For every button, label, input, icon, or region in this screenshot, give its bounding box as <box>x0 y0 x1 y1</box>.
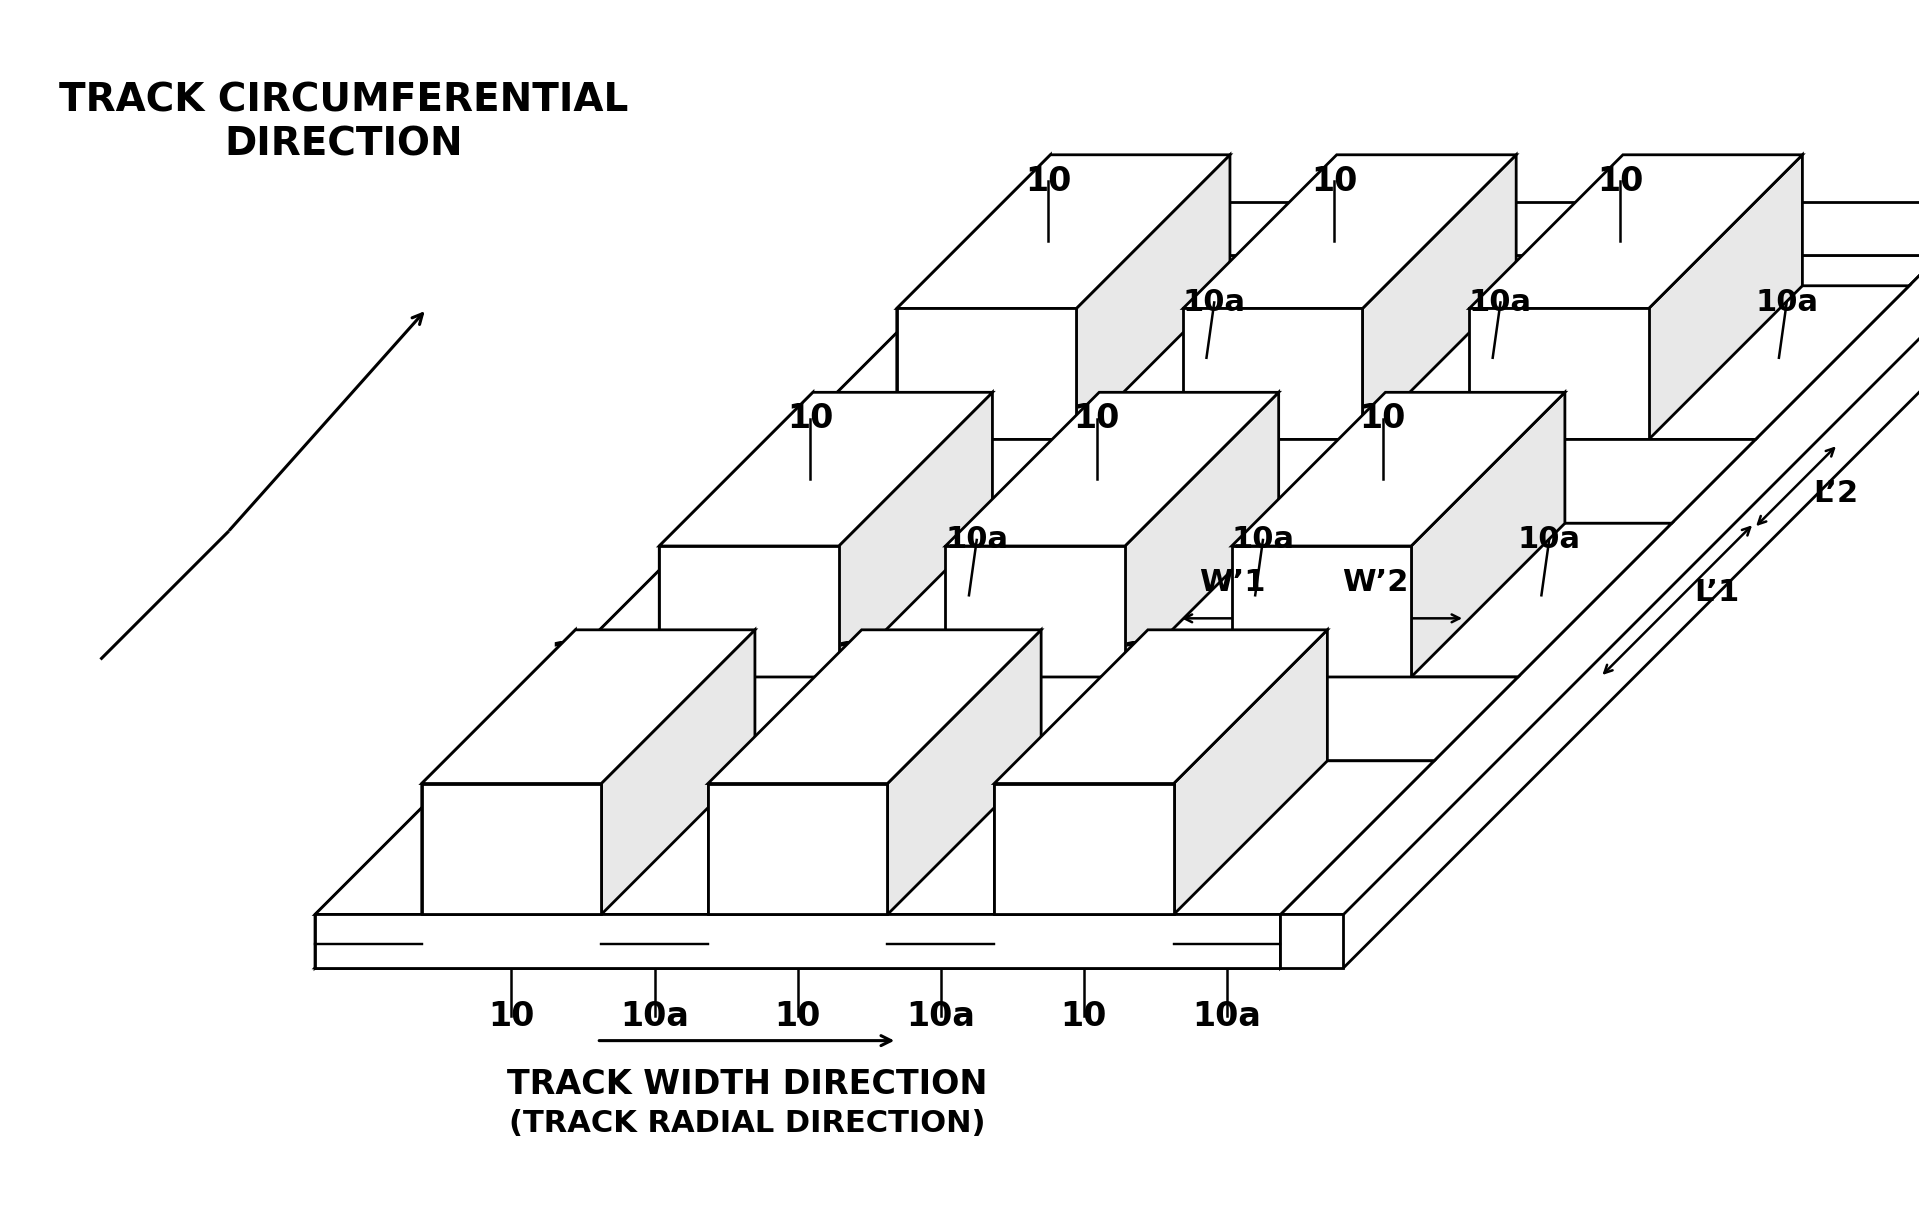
Text: 10: 10 <box>787 403 835 435</box>
Polygon shape <box>469 677 1517 760</box>
Polygon shape <box>1125 392 1279 677</box>
Polygon shape <box>896 155 1050 439</box>
Text: 10a: 10a <box>994 763 1058 792</box>
Text: 10a: 10a <box>1517 526 1581 555</box>
Text: 10: 10 <box>1598 164 1644 197</box>
Text: TRACK WIDTH DIRECTION: TRACK WIDTH DIRECTION <box>506 1068 986 1100</box>
Polygon shape <box>896 308 1077 439</box>
Text: 10a: 10a <box>1183 288 1246 317</box>
Polygon shape <box>708 783 887 914</box>
Polygon shape <box>660 546 838 677</box>
Text: 10a: 10a <box>946 526 1008 555</box>
Polygon shape <box>602 630 756 914</box>
Text: 10: 10 <box>1123 640 1169 672</box>
Polygon shape <box>421 630 756 783</box>
Text: t: t <box>537 832 550 866</box>
Polygon shape <box>1027 202 1923 255</box>
Polygon shape <box>1469 308 1648 439</box>
Text: 10: 10 <box>1360 403 1406 435</box>
Polygon shape <box>552 523 1671 677</box>
Text: 10: 10 <box>1311 164 1358 197</box>
Polygon shape <box>1183 308 1363 439</box>
Polygon shape <box>1281 202 1923 914</box>
Polygon shape <box>1281 255 1923 968</box>
Polygon shape <box>838 392 992 677</box>
Polygon shape <box>708 783 887 914</box>
Polygon shape <box>1281 914 1344 968</box>
Polygon shape <box>887 630 1040 914</box>
Text: TRACK CIRCUMFERENTIAL: TRACK CIRCUMFERENTIAL <box>60 81 629 120</box>
Text: (TRACK RADIAL DIRECTION): (TRACK RADIAL DIRECTION) <box>508 1109 985 1138</box>
Text: 10a: 10a <box>1281 763 1342 792</box>
Text: δ: δ <box>948 918 969 951</box>
Polygon shape <box>1183 155 1515 308</box>
Text: 10: 10 <box>488 1000 535 1032</box>
Text: 10: 10 <box>1061 1000 1108 1032</box>
Polygon shape <box>315 255 1923 968</box>
Polygon shape <box>1233 546 1411 677</box>
Text: L’2: L’2 <box>1813 480 1860 509</box>
Polygon shape <box>1411 392 1565 677</box>
Polygon shape <box>1077 155 1231 439</box>
Polygon shape <box>994 783 1173 914</box>
Text: 10: 10 <box>550 640 596 672</box>
Polygon shape <box>1363 155 1515 439</box>
Polygon shape <box>1469 155 1802 308</box>
Polygon shape <box>790 285 1910 439</box>
Polygon shape <box>896 155 1231 308</box>
Polygon shape <box>315 914 1281 968</box>
Text: W’2: W’2 <box>1342 568 1408 597</box>
Polygon shape <box>708 630 1040 783</box>
Polygon shape <box>421 783 602 914</box>
Polygon shape <box>946 392 1279 546</box>
Polygon shape <box>946 546 1125 677</box>
Polygon shape <box>1233 392 1565 546</box>
Polygon shape <box>315 760 1435 914</box>
Text: 10: 10 <box>1073 403 1119 435</box>
Polygon shape <box>1648 155 1802 439</box>
Text: 10: 10 <box>775 1000 821 1032</box>
Text: W’1: W’1 <box>1198 568 1265 597</box>
Polygon shape <box>994 783 1173 914</box>
Polygon shape <box>660 392 813 677</box>
Polygon shape <box>660 392 992 546</box>
Polygon shape <box>706 439 1756 523</box>
Text: 10a: 10a <box>1192 1000 1261 1032</box>
Polygon shape <box>315 202 1027 968</box>
Text: 10a: 10a <box>906 1000 975 1032</box>
Text: 10a: 10a <box>708 763 771 792</box>
Text: 10: 10 <box>837 640 883 672</box>
Text: 10a: 10a <box>1231 526 1294 555</box>
Text: L’1: L’1 <box>1694 578 1740 607</box>
Polygon shape <box>421 630 575 914</box>
Polygon shape <box>421 783 602 914</box>
Text: 10a: 10a <box>619 1000 688 1032</box>
Polygon shape <box>994 630 1327 783</box>
Text: 10a: 10a <box>1469 288 1533 317</box>
Polygon shape <box>315 914 1281 968</box>
Polygon shape <box>1281 202 1923 968</box>
Polygon shape <box>1173 630 1327 914</box>
Text: DIRECTION: DIRECTION <box>225 125 463 163</box>
Text: 10: 10 <box>1025 164 1071 197</box>
Text: 10a: 10a <box>1756 288 1817 317</box>
